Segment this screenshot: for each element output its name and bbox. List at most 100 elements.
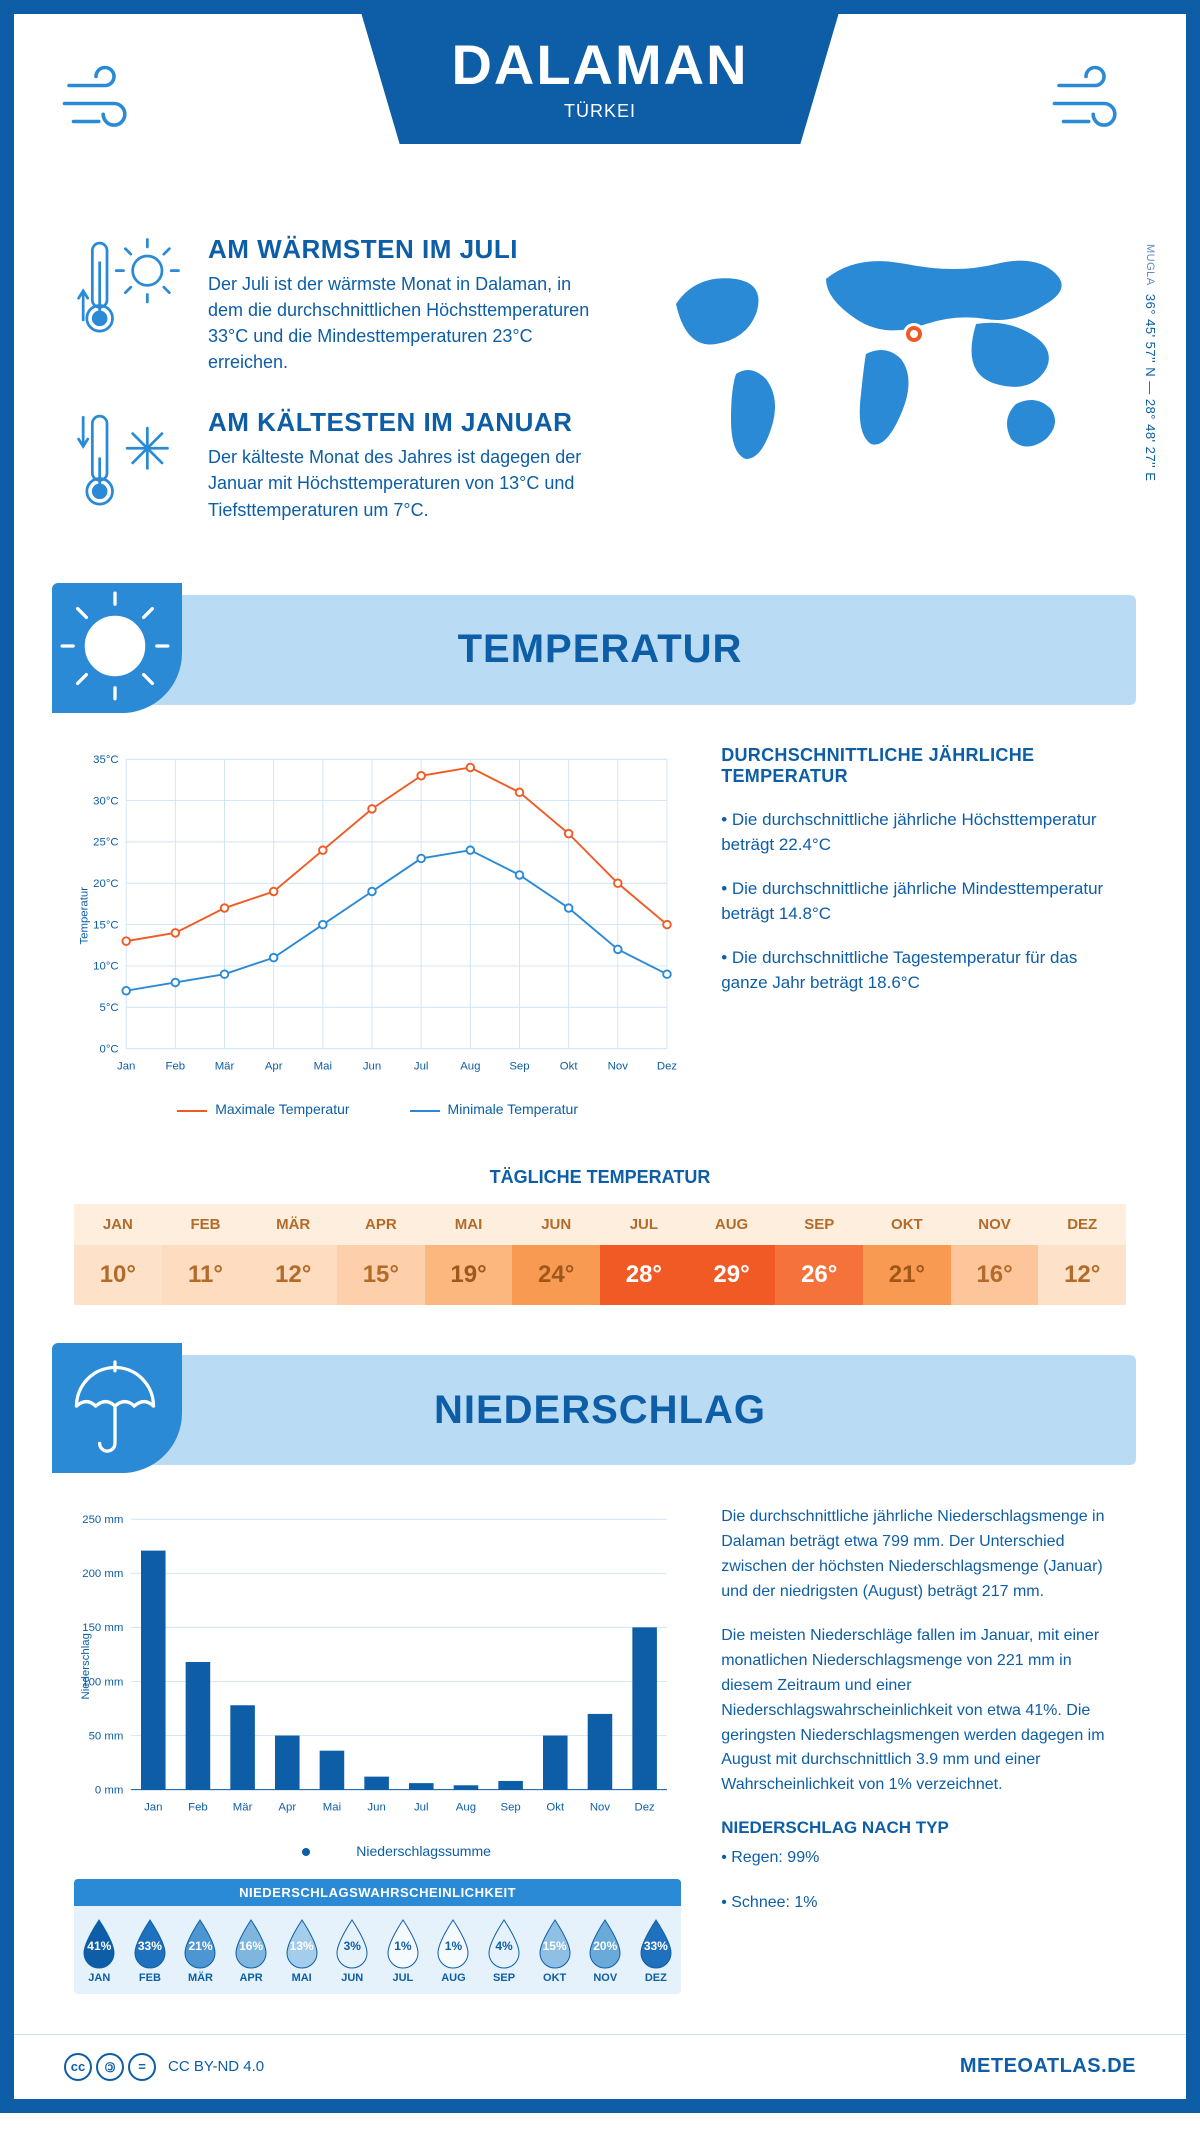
svg-text:Mär: Mär [215,1060,235,1072]
temp-strip-cell: JUL 28° [600,1204,688,1305]
precip-prob-month: DEZ [631,1972,682,1984]
temp-strip-cell: MAI 19° [425,1204,513,1305]
country-subtitle: TÜRKEI [451,101,748,122]
fact-cold-text: Der kälteste Monat des Jahres ist dagege… [208,444,606,522]
svg-text:Okt: Okt [546,1802,565,1814]
temp-strip-cell: APR 15° [337,1204,425,1305]
strip-month: MAI [425,1204,513,1245]
precip-prob-month: JUL [378,1972,429,1984]
raindrop-icon: 20% [584,1918,626,1970]
facts-left: AM WÄRMSTEN IM JULI Der Juli ist der wär… [74,234,606,555]
strip-month: AUG [688,1204,776,1245]
wind-icon-right [1040,54,1150,161]
svg-text:Aug: Aug [456,1802,476,1814]
coords-label: 36° 45' 57'' N — 28° 48' 27'' E [1143,294,1158,482]
temp-strip-cell: JUN 24° [512,1204,600,1305]
svg-text:Mai: Mai [323,1802,341,1814]
svg-text:25°C: 25°C [93,836,118,848]
temp-bullet: • Die durchschnittliche jährliche Mindes… [721,876,1126,927]
fact-warm-text: Der Juli ist der wärmste Monat in Dalama… [208,271,606,375]
svg-text:Sep: Sep [500,1802,520,1814]
svg-text:0°C: 0°C [100,1043,119,1055]
precip-prob-month: AUG [428,1972,479,1984]
svg-text:Apr: Apr [278,1802,296,1814]
temp-strip-cell: DEZ 12° [1038,1204,1126,1305]
strip-value: 12° [1038,1245,1126,1305]
city-title: DALAMAN [451,32,748,97]
precip-prob-percent: 4% [495,1939,512,1953]
precip-type-heading: NIEDERSCHLAG NACH TYP [721,1818,1126,1838]
precip-prob-month: SEP [479,1972,530,1984]
svg-text:0 mm: 0 mm [95,1785,123,1797]
precip-prob-cell: 41% JAN [74,1906,125,1994]
precip-prob-percent: 3% [344,1939,361,1953]
svg-text:Nov: Nov [608,1060,629,1072]
temperature-heading: TEMPERATUR [64,627,1136,672]
svg-text:Apr: Apr [265,1060,283,1072]
raindrop-icon: 3% [331,1918,373,1970]
svg-text:150 mm: 150 mm [82,1622,123,1634]
precip-prob-month: APR [226,1972,277,1984]
wind-icon-left [50,54,160,161]
world-map-icon [646,234,1126,484]
svg-text:200 mm: 200 mm [82,1568,123,1580]
svg-text:Feb: Feb [188,1802,208,1814]
temp-strip-cell: MÄR 12° [249,1204,337,1305]
svg-text:5°C: 5°C [100,1002,119,1014]
fact-warmest: AM WÄRMSTEN IM JULI Der Juli ist der wär… [74,234,606,375]
strip-value: 15° [337,1245,425,1305]
temp-info-heading: DURCHSCHNITTLICHE JÄHRLICHE TEMPERATUR [721,745,1126,787]
precip-heading: NIEDERSCHLAG [64,1388,1136,1433]
svg-text:Dez: Dez [657,1060,678,1072]
precip-prob-cell: 1% AUG [428,1906,479,1994]
svg-text:Jun: Jun [367,1802,385,1814]
raindrop-icon: 15% [534,1918,576,1970]
svg-text:Temperatur: Temperatur [78,886,90,944]
precip-prob-percent: 33% [138,1939,162,1953]
precip-prob-month: JUN [327,1972,378,1984]
svg-text:Jan: Jan [117,1060,135,1072]
temp-strip-cell: SEP 26° [775,1204,863,1305]
sun-icon [52,583,182,713]
raindrop-icon: 21% [179,1918,221,1970]
precip-section: 0 mm50 mm100 mm150 mm200 mm250 mmNieders… [14,1505,1186,2024]
precip-prob-cell: 13% MAI [276,1906,327,1994]
temp-bullet: • Die durchschnittliche Tagestemperatur … [721,945,1126,996]
temperature-chart: 0°C5°C10°C15°C20°C25°C30°C35°CJanFebMärA… [74,745,681,1118]
precip-prob-percent: 33% [644,1939,668,1953]
precip-prob-cell: 15% OKT [529,1906,580,1994]
thermometer-sun-icon [74,234,184,344]
by-icon: 🄯 [96,2053,124,2081]
raindrop-icon: 33% [635,1918,677,1970]
temp-legend: Maximale Temperatur Minimale Temperatur [74,1101,681,1117]
strip-month: DEZ [1038,1204,1126,1245]
precip-prob-percent: 16% [239,1939,263,1953]
precip-prob-cell: 33% DEZ [631,1906,682,1994]
precip-prob-cell: 21% MÄR [175,1906,226,1994]
strip-value: 26° [775,1245,863,1305]
legend-max: Maximale Temperatur [177,1101,349,1117]
precip-prob-title: NIEDERSCHLAGSWAHRSCHEINLICHKEIT [74,1879,681,1906]
region-label: MUGLA [1144,244,1156,286]
raindrop-icon: 33% [129,1918,171,1970]
legend-min: Minimale Temperatur [410,1101,578,1117]
svg-text:30°C: 30°C [93,795,118,807]
footer: cc 🄯 = CC BY-ND 4.0 METEOATLAS.DE [14,2034,1186,2099]
strip-value: 28° [600,1245,688,1305]
thermometer-snow-icon [74,407,184,517]
strip-month: JUL [600,1204,688,1245]
daily-temp-strip: JAN 10°FEB 11°MÄR 12°APR 15°MAI 19°JUN 2… [74,1204,1126,1305]
daily-temp-title: TÄGLICHE TEMPERATUR [14,1167,1186,1188]
precip-prob-percent: 13% [290,1939,314,1953]
svg-text:Mär: Mär [233,1802,253,1814]
strip-value: 16° [951,1245,1039,1305]
precip-prob-cell: 3% JUN [327,1906,378,1994]
precip-prob-percent: 20% [593,1939,617,1953]
footer-site: METEOATLAS.DE [960,2055,1136,2078]
temp-strip-cell: AUG 29° [688,1204,776,1305]
temp-bullet: • Die durchschnittliche jährliche Höchst… [721,807,1126,858]
precip-prob-cell: 16% APR [226,1906,277,1994]
fact-cold-title: AM KÄLTESTEN IM JANUAR [208,407,606,438]
precip-type-bullet: • Regen: 99% [721,1846,1126,1871]
precip-prob-month: OKT [529,1972,580,1984]
